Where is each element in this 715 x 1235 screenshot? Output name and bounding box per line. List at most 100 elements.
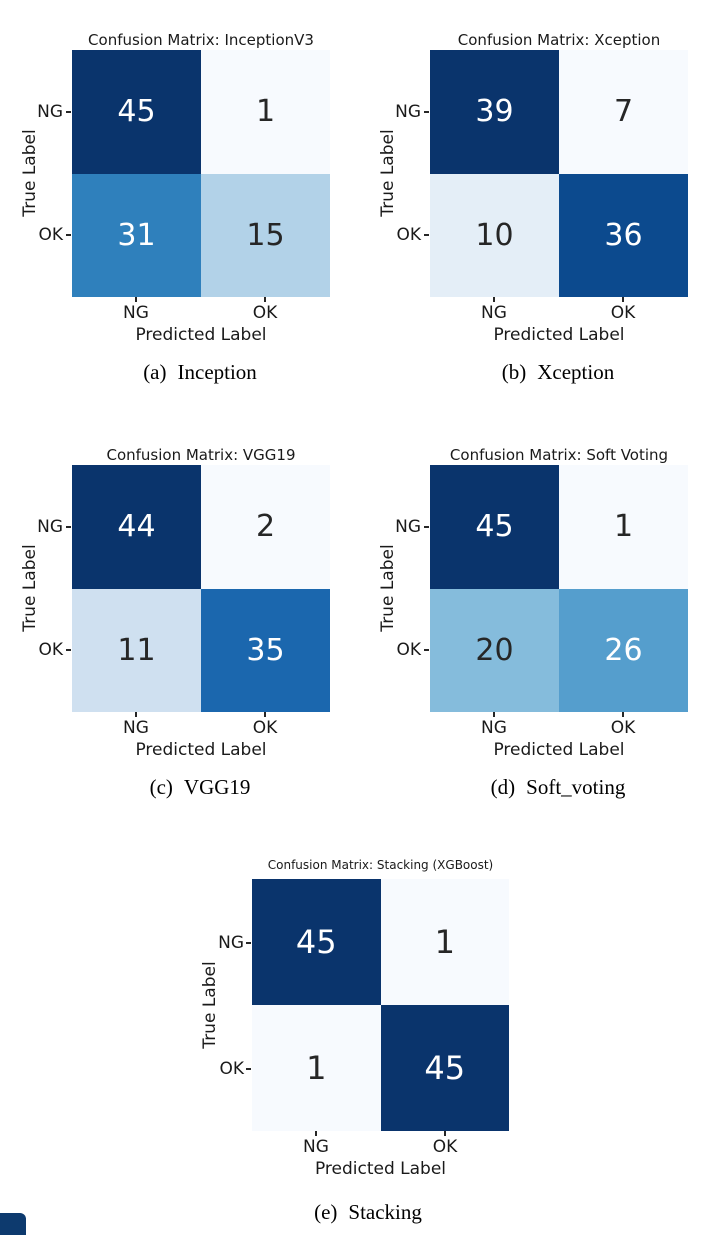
y-tick-mark — [424, 526, 429, 528]
x-tick-label-ng: NG — [481, 303, 507, 323]
x-tick-mark — [444, 1131, 446, 1136]
y-tick-label-ng: NG — [37, 517, 63, 537]
x-tick-label-ng: NG — [123, 303, 149, 323]
y-tick-label-ok: OK — [219, 1059, 244, 1079]
matrix-cell-true-ok-pred-ng: 1 — [252, 1005, 381, 1131]
corner-artifact — [0, 1213, 26, 1235]
matrix-cell-true-ng-pred-ok: 1 — [201, 50, 330, 174]
matrix-cell-true-ng-pred-ng: 39 — [430, 50, 559, 174]
confusion-matrix-panel-d: Confusion Matrix: Soft Voting 45 1 20 26… — [358, 415, 715, 828]
x-tick-mark — [135, 712, 137, 717]
y-axis-label: True Label — [378, 129, 398, 217]
caption-index: (a) — [143, 360, 167, 384]
y-tick-label-ok: OK — [396, 225, 421, 245]
y-tick-label-ng: NG — [395, 517, 421, 537]
x-tick-label-ng: NG — [303, 1137, 329, 1157]
caption-label: VGG19 — [183, 775, 251, 799]
y-tick-mark — [424, 649, 429, 651]
matrix-cell-true-ok-pred-ok: 45 — [380, 1005, 509, 1131]
chart-title: Confusion Matrix: VGG19 — [106, 446, 296, 464]
caption-index: (d) — [490, 775, 516, 799]
x-axis-label: Predicted Label — [314, 1159, 447, 1179]
x-tick-label-ok: OK — [252, 303, 278, 323]
confusion-matrix-panel-c: Confusion Matrix: VGG19 44 2 11 35 NG OK… — [0, 415, 357, 828]
x-tick-mark — [264, 297, 266, 302]
x-tick-mark — [135, 297, 137, 302]
chart-title: Confusion Matrix: Stacking (XGBoost) — [267, 858, 494, 872]
heatmap-grid: 39 7 10 36 — [430, 50, 688, 297]
y-tick-label-ng: NG — [395, 102, 421, 122]
matrix-cell-true-ng-pred-ok: 1 — [380, 879, 509, 1005]
subfigure-caption-a: (a) Inception — [40, 360, 360, 385]
matrix-cell-true-ng-pred-ng: 45 — [72, 50, 201, 174]
matrix-cell-true-ok-pred-ok: 26 — [559, 588, 688, 712]
y-tick-mark — [424, 111, 429, 113]
y-tick-mark — [66, 234, 71, 236]
x-axis-label: Predicted Label — [493, 740, 625, 760]
y-axis-label: True Label — [378, 544, 398, 632]
x-tick-label-ok: OK — [610, 303, 636, 323]
caption-index: (c) — [149, 775, 173, 799]
confusion-matrix-panel-a: Confusion Matrix: InceptionV3 45 1 31 15… — [0, 0, 357, 413]
matrix-cell-true-ng-pred-ng: 45 — [430, 465, 559, 589]
matrix-cell-true-ng-pred-ng: 44 — [72, 465, 201, 589]
heatmap-grid: 44 2 11 35 — [72, 465, 330, 712]
caption-label: Inception — [177, 360, 257, 384]
subfigure-caption-e: (e) Stacking — [208, 1200, 528, 1225]
y-tick-label-ok: OK — [38, 225, 63, 245]
matrix-cell-true-ok-pred-ng: 31 — [72, 173, 201, 297]
matrix-cell-true-ok-pred-ng: 10 — [430, 173, 559, 297]
x-tick-label-ok: OK — [252, 718, 278, 738]
heatmap-grid: 45 1 31 15 — [72, 50, 330, 297]
y-tick-label-ok: OK — [396, 640, 421, 660]
confusion-matrix-panel-b: Confusion Matrix: Xception 39 7 10 36 NG… — [358, 0, 715, 413]
y-tick-mark — [66, 526, 71, 528]
x-axis-label: Predicted Label — [493, 325, 625, 345]
y-tick-mark — [66, 111, 71, 113]
caption-label: Stacking — [348, 1200, 422, 1224]
y-axis-label: True Label — [20, 129, 40, 217]
matrix-cell-true-ok-pred-ok: 36 — [559, 173, 688, 297]
x-tick-label-ok: OK — [610, 718, 636, 738]
subfigure-caption-c: (c) VGG19 — [40, 775, 360, 800]
x-tick-mark — [264, 712, 266, 717]
chart-title: Confusion Matrix: Xception — [457, 31, 661, 49]
y-axis-label: True Label — [200, 961, 220, 1049]
matrix-cell-true-ng-pred-ok: 2 — [201, 465, 330, 589]
y-tick-mark — [246, 942, 251, 944]
matrix-cell-true-ng-pred-ok: 1 — [559, 465, 688, 589]
matrix-cell-true-ok-pred-ng: 20 — [430, 588, 559, 712]
x-tick-mark — [493, 297, 495, 302]
caption-label: Xception — [537, 360, 615, 384]
subfigure-caption-d: (d) Soft_voting — [398, 775, 715, 800]
matrix-cell-true-ok-pred-ok: 15 — [201, 173, 330, 297]
x-axis-label: Predicted Label — [135, 740, 267, 760]
matrix-cell-true-ok-pred-ok: 35 — [201, 588, 330, 712]
subfigure-caption-b: (b) Xception — [398, 360, 715, 385]
chart-title: Confusion Matrix: InceptionV3 — [88, 31, 314, 49]
x-tick-mark — [622, 297, 624, 302]
caption-index: (e) — [314, 1200, 338, 1224]
y-tick-mark — [246, 1068, 251, 1070]
x-tick-mark — [622, 712, 624, 717]
y-tick-mark — [66, 649, 71, 651]
x-tick-mark — [493, 712, 495, 717]
x-tick-label-ok: OK — [432, 1137, 458, 1157]
x-axis-label: Predicted Label — [135, 325, 267, 345]
y-tick-label-ng: NG — [37, 102, 63, 122]
x-tick-mark — [315, 1131, 317, 1136]
x-tick-label-ng: NG — [123, 718, 149, 738]
confusion-matrix-panel-e: Confusion Matrix: Stacking (XGBoost) 45 … — [0, 828, 715, 1235]
y-tick-mark — [424, 234, 429, 236]
y-tick-label-ok: OK — [38, 640, 63, 660]
matrix-cell-true-ok-pred-ng: 11 — [72, 588, 201, 712]
chart-title: Confusion Matrix: Soft Voting — [449, 446, 669, 464]
caption-index: (b) — [501, 360, 527, 384]
heatmap-grid: 45 1 20 26 — [430, 465, 688, 712]
y-axis-label: True Label — [20, 544, 40, 632]
caption-label: Soft_voting — [526, 775, 626, 799]
heatmap-grid: 45 1 1 45 — [252, 879, 509, 1131]
matrix-cell-true-ng-pred-ng: 45 — [252, 879, 381, 1005]
x-tick-label-ng: NG — [481, 718, 507, 738]
